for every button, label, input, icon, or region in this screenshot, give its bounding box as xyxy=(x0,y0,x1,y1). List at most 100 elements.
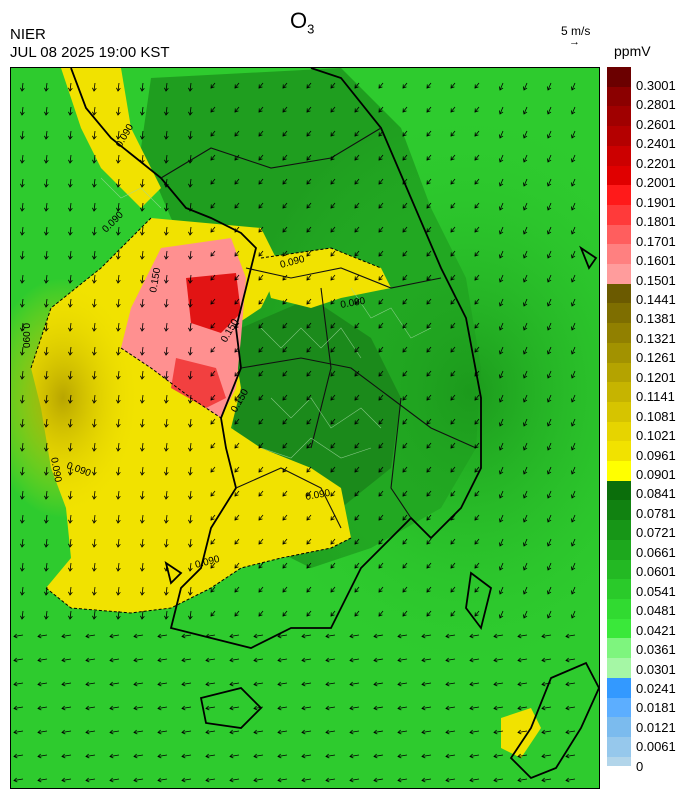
wind-arrow xyxy=(189,250,192,260)
wind-arrow-head xyxy=(258,396,263,401)
wind-arrow-head xyxy=(188,591,193,596)
wind-arrow-head xyxy=(546,86,552,91)
wind-arrow-head xyxy=(474,300,479,305)
wind-arrow xyxy=(547,250,552,259)
wind-arrow xyxy=(378,586,384,593)
wind-arrow xyxy=(21,346,24,356)
wind-arrow xyxy=(373,754,384,757)
wind-arrow-head xyxy=(61,633,66,639)
wind-arrow xyxy=(426,562,432,569)
wind-arrow-head xyxy=(44,543,49,548)
wind-arrow xyxy=(378,106,384,113)
wind-arrow-head xyxy=(44,255,49,260)
wind-arrow xyxy=(493,706,504,709)
wind-arrow-head xyxy=(546,350,552,355)
colorbar-tick-label: 0.0601 xyxy=(636,564,676,580)
wind-arrow-head xyxy=(92,423,97,428)
wind-arrow-head xyxy=(116,207,121,212)
wind-arrow-head xyxy=(258,444,263,449)
wind-arrow xyxy=(306,250,312,257)
wind-arrow xyxy=(330,274,336,281)
wind-arrow-head xyxy=(44,159,49,164)
wind-arrow xyxy=(117,82,120,92)
wind-arrow-head xyxy=(546,542,552,547)
wind-arrow xyxy=(117,154,120,164)
wind-arrow xyxy=(37,634,48,637)
wind-arrow xyxy=(523,394,528,403)
wind-arrow xyxy=(229,754,240,757)
wind-arrow xyxy=(133,778,144,781)
wind-arrow-head xyxy=(498,446,504,451)
colorbar-swatch xyxy=(607,362,631,383)
wind-arrow-head xyxy=(282,324,287,329)
wind-arrow-head xyxy=(258,276,263,281)
wind-arrow-head xyxy=(522,326,528,331)
wind-arrow xyxy=(141,562,144,572)
wind-arrow xyxy=(402,586,408,593)
wind-arrow xyxy=(354,346,360,353)
wind-arrow xyxy=(450,298,456,305)
wind-arrow xyxy=(499,154,504,163)
wind-arrow xyxy=(571,178,576,187)
wind-arrow xyxy=(69,610,72,620)
wind-arrow xyxy=(330,178,336,185)
wind-arrow-head xyxy=(68,519,73,524)
wind-arrow xyxy=(306,514,312,521)
wind-arrow xyxy=(93,538,96,548)
wind-arrow xyxy=(117,466,120,476)
wind-arrow-head xyxy=(450,396,455,401)
wind-arrow xyxy=(541,754,552,757)
wind-arrow xyxy=(69,130,72,140)
wind-arrow xyxy=(93,298,96,308)
wind-arrow xyxy=(402,322,408,329)
wind-arrow-head xyxy=(13,777,18,783)
wind-arrow xyxy=(117,610,120,620)
wind-arrow-head xyxy=(68,327,73,332)
wind-arrow xyxy=(426,610,432,617)
wind-arrow-head xyxy=(378,396,383,401)
wind-arrow xyxy=(301,706,312,709)
wind-arrow-head xyxy=(493,753,498,759)
wind-arrow xyxy=(117,322,120,332)
wind-arrow xyxy=(282,442,288,449)
wind-arrow-head xyxy=(210,516,215,521)
wind-arrow xyxy=(189,442,192,452)
wind-arrow-head xyxy=(474,564,479,569)
wind-arrow xyxy=(402,562,408,569)
wind-arrow xyxy=(565,658,576,661)
wind-arrow xyxy=(258,346,264,353)
wind-arrow-head xyxy=(570,566,576,571)
wind-arrow xyxy=(378,154,384,161)
wind-arrow-head xyxy=(402,204,407,209)
wind-arrow-head xyxy=(450,468,455,473)
wind-arrow xyxy=(354,298,360,305)
wind-arrow xyxy=(426,538,432,545)
wind-arrow xyxy=(450,418,456,425)
wind-arrow xyxy=(301,754,312,757)
colorbar-tick-label: 0.1601 xyxy=(636,253,676,269)
wind-arrow-head xyxy=(306,348,311,353)
wind-arrow-head xyxy=(20,567,25,572)
wind-arrow-head xyxy=(68,495,73,500)
wind-arrow xyxy=(189,538,192,548)
wind-arrow-head xyxy=(20,351,25,356)
wind-arrow xyxy=(450,322,456,329)
wind-arrow xyxy=(571,82,576,91)
wind-arrow-head xyxy=(426,348,431,353)
wind-arrow xyxy=(402,418,408,425)
colorbar-swatch xyxy=(607,539,631,560)
wind-arrow xyxy=(234,346,240,353)
wind-arrow-head xyxy=(116,111,121,116)
colorbar-tick-label: 0.0841 xyxy=(636,486,676,502)
wind-arrow-head xyxy=(44,231,49,236)
wind-arrow-head xyxy=(282,444,287,449)
wind-arrow xyxy=(165,202,168,212)
wind-arrow-head xyxy=(330,276,335,281)
wind-arrow-head xyxy=(474,156,479,161)
wind-arrow-head xyxy=(61,777,66,783)
wind-arrow xyxy=(93,202,96,212)
wind-arrow xyxy=(210,298,216,305)
wind-arrow xyxy=(547,130,552,139)
wind-arrow xyxy=(354,106,360,113)
ozone-map[interactable]: 0.090 0.090 0.090 0.090 0.090 0.090 0.09… xyxy=(10,67,600,789)
